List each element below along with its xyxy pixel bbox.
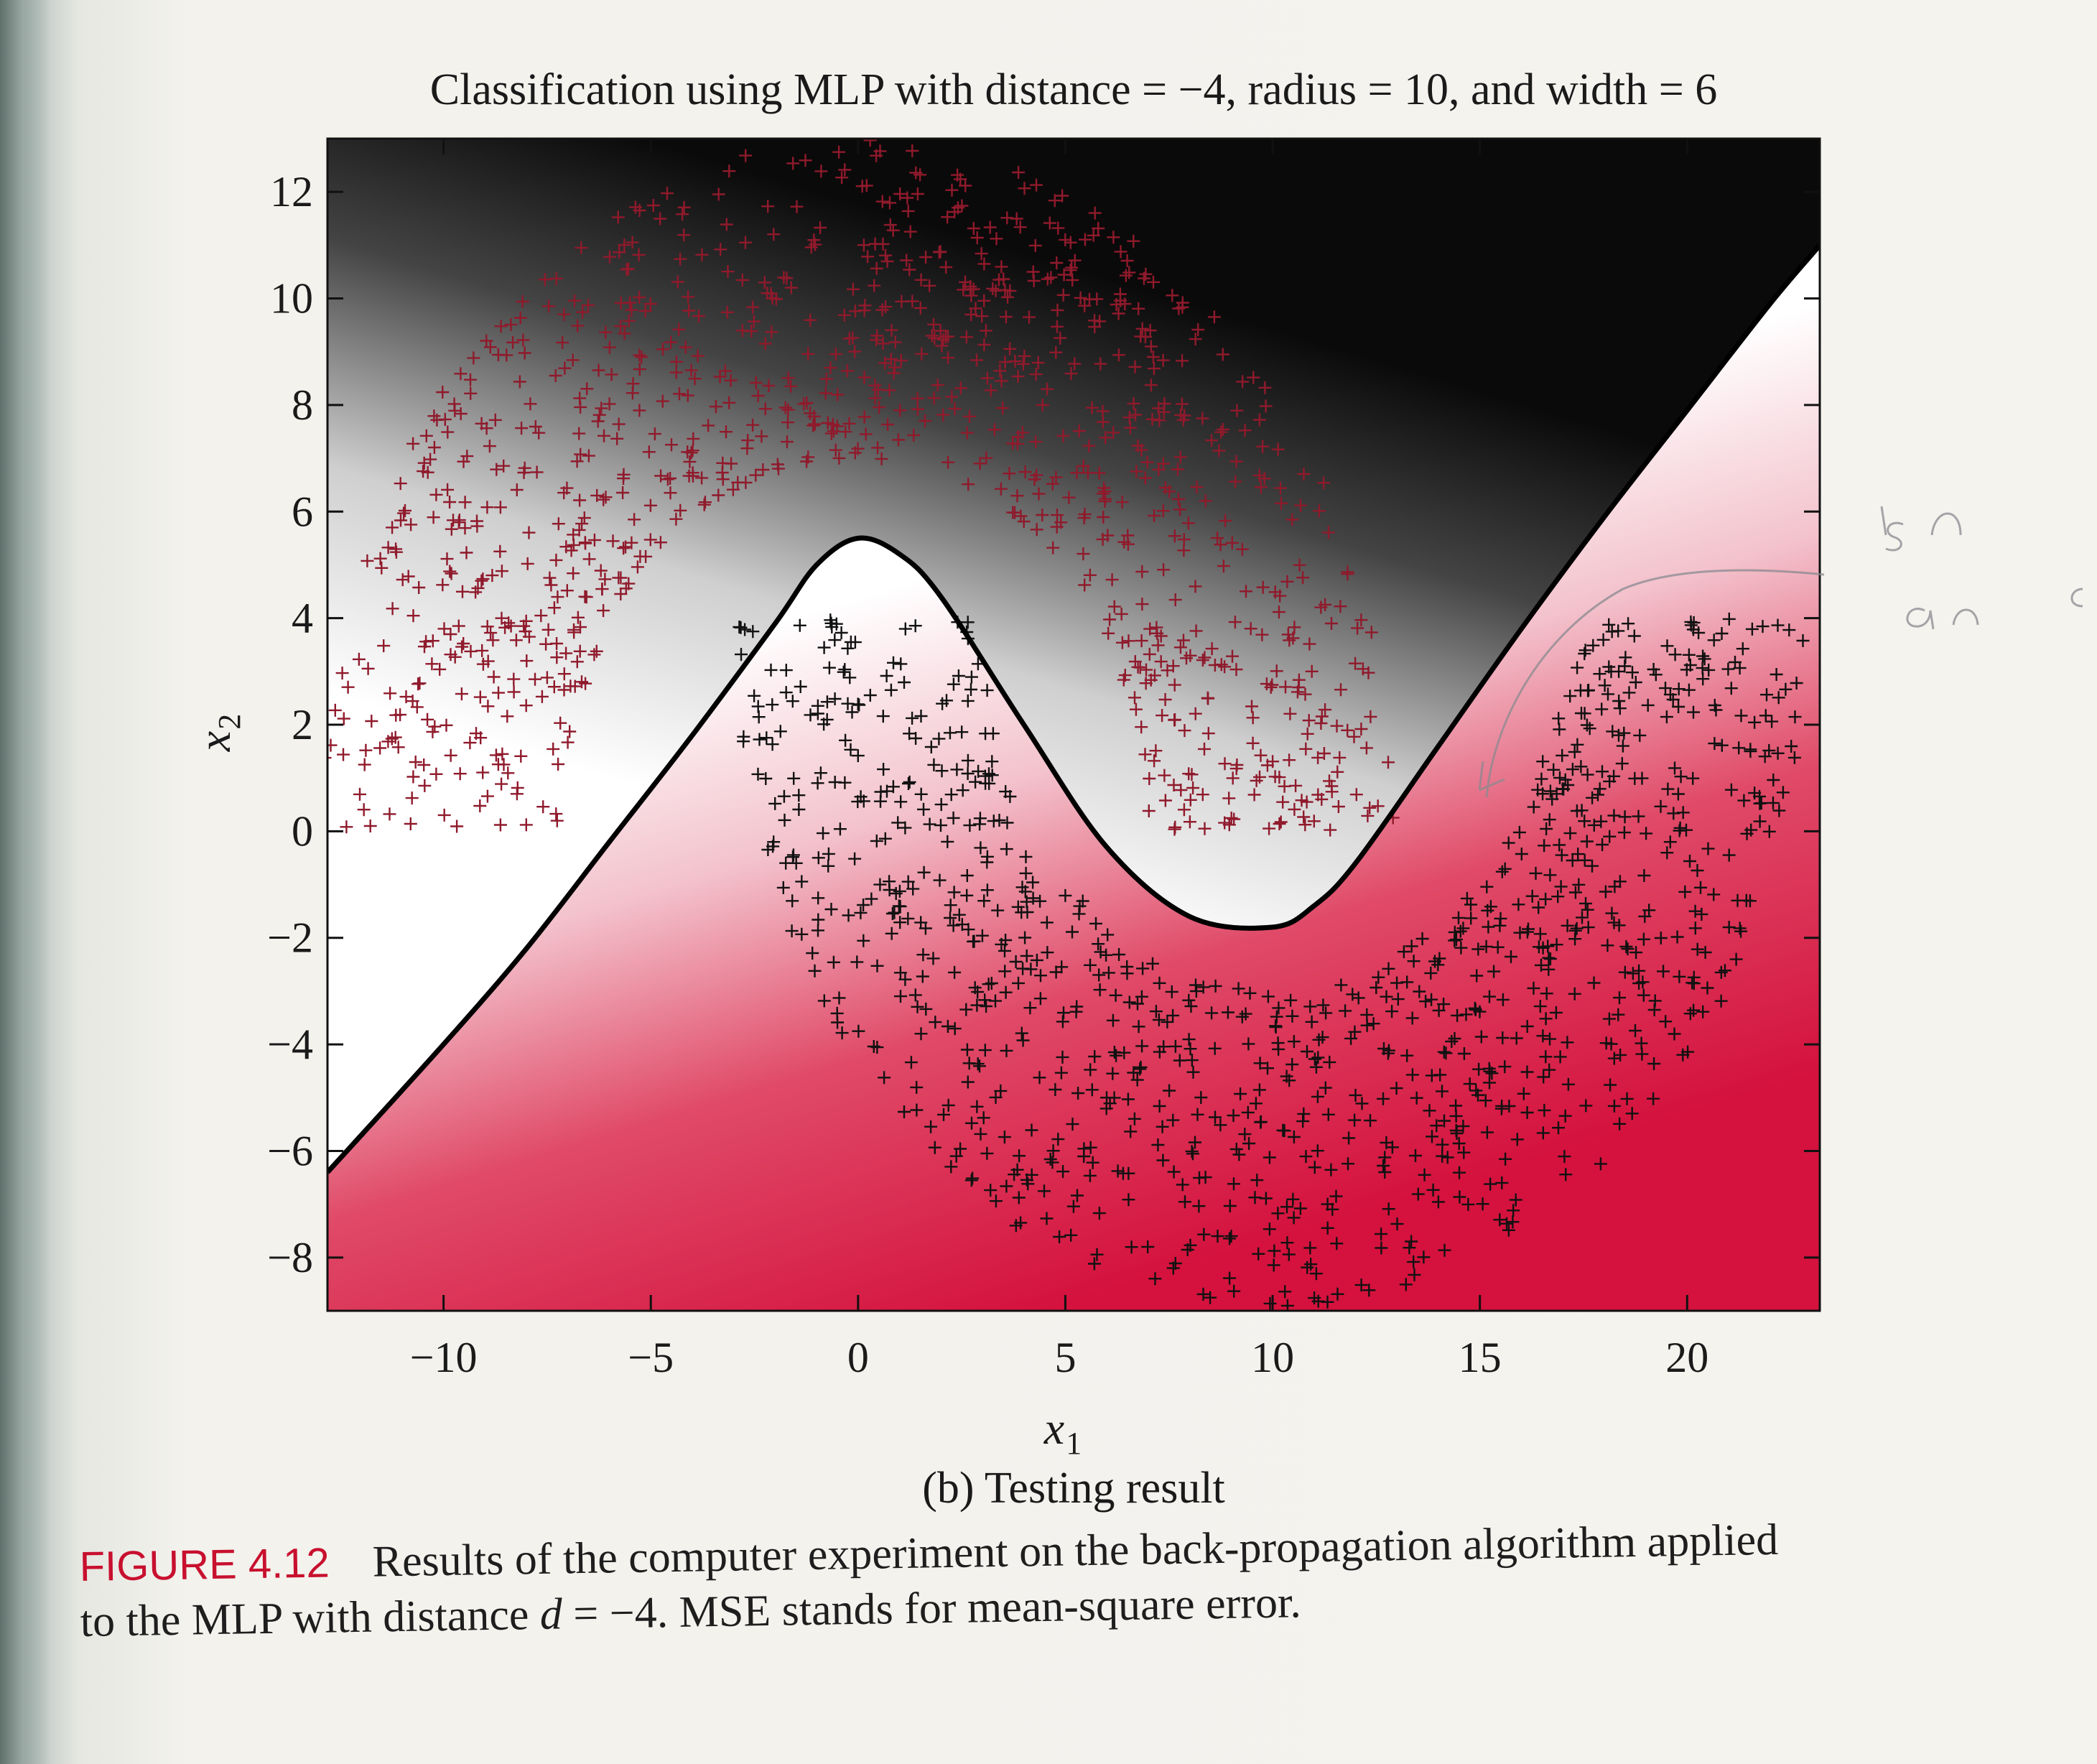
plot-area [327,139,1820,1311]
y-tick-label: −4 [267,1021,313,1068]
y-tick-label: 2 [292,701,313,748]
y-tick-label: 12 [270,168,313,215]
y-tick-label: −6 [267,1127,313,1174]
y-tick-label: 4 [292,595,313,642]
x-axis-ticks: −10 −5 0 5 10 15 20 [410,139,1708,1381]
y-tick-label: 10 [270,275,313,322]
handwritten-annotation [1478,506,2083,798]
y-axis-label: x2 [189,714,247,752]
x-tick-label: −10 [410,1334,478,1381]
x-tick-label: 20 [1665,1334,1708,1381]
y-tick-label: −2 [267,914,313,962]
y-tick-label: −8 [267,1234,313,1281]
figure-label: FIGURE 4.12 [79,1539,330,1590]
scatter-point-markers [733,612,1810,1311]
subplot-caption: (b) Testing result [922,1464,1225,1513]
x-axis-label-subscript: 1 [1066,1426,1082,1461]
decision-boundary [327,243,1820,1174]
chart-title: Classification using MLP with distance =… [430,65,1717,114]
x-tick-label: −5 [628,1334,674,1381]
x-tick-label: 5 [1054,1334,1076,1381]
y-tick-label: 0 [292,807,313,855]
x-axis-label: x1 [1043,1403,1082,1461]
x-tick-label: 0 [847,1334,869,1381]
x-tick-label: 10 [1251,1334,1294,1381]
y-axis-label-subscript: 2 [212,714,247,730]
series-upper-markers [327,139,1400,837]
y-tick-label: 6 [292,488,313,535]
y-tick-label: 8 [292,381,313,429]
y-axis-ticks: −8 −6 −4 −2 0 2 4 6 8 10 12 [267,168,1820,1281]
x-tick-label: 15 [1459,1334,1502,1381]
series-lower-markers [733,612,1810,1311]
scatter-point-markers [327,139,1400,837]
scan-shadow-edge [0,0,50,1764]
